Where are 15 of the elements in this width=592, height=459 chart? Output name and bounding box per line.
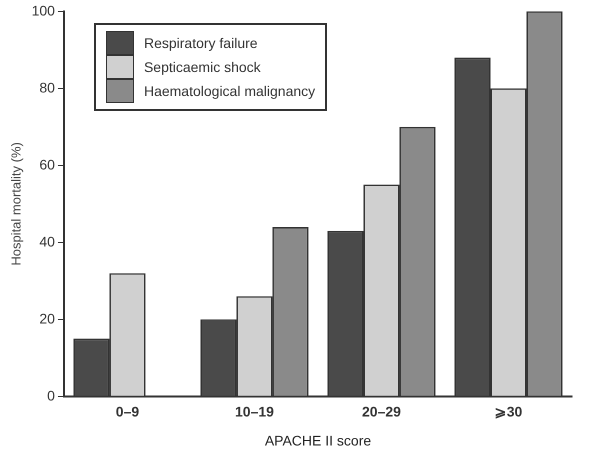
x-axis-title: APACHE II score [264, 432, 372, 448]
x-tick-label: ⩾30 [494, 404, 522, 420]
legend-label: Haematological malignancy [144, 83, 316, 100]
legend-label: Septicaemic shock [144, 59, 261, 76]
y-tick-label: 40 [39, 233, 56, 250]
x-tick-label: 0–9 [116, 404, 140, 420]
y-tick-label: 80 [39, 79, 56, 96]
x-tick-label: 10–19 [235, 404, 274, 420]
y-tick-label: 0 [47, 387, 56, 404]
y-tick-label: 100 [32, 2, 56, 18]
legend-label: Respiratory failure [144, 35, 258, 52]
x-tick-label: 20–29 [362, 404, 402, 420]
y-tick-label: 60 [39, 156, 56, 172]
y-tick-label: 20 [39, 310, 56, 326]
y-axis-title: Hospital mortality (%) [8, 142, 24, 266]
